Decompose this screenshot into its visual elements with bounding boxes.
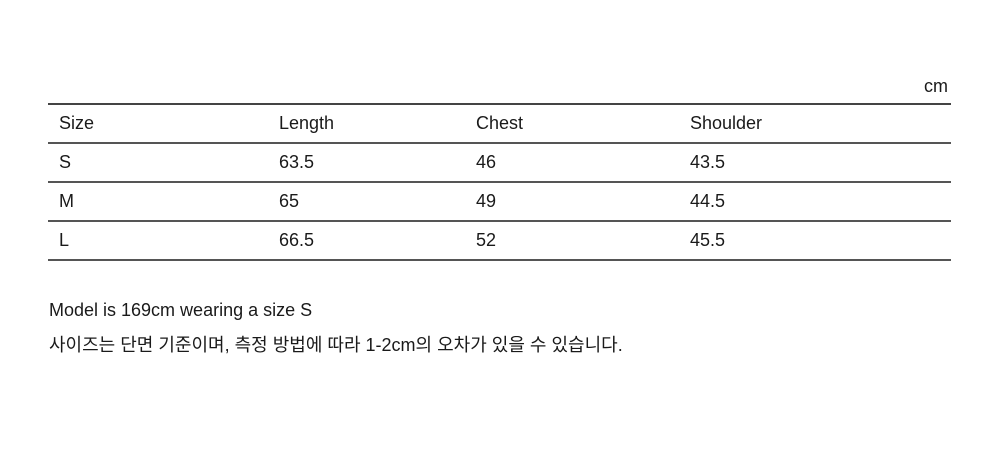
- cell-shoulder: 45.5: [690, 230, 726, 250]
- cell-size: S: [59, 152, 72, 172]
- table-header-row: Size Length Chest Shoulder: [48, 104, 951, 143]
- model-note: Model is 169cm wearing a size S: [49, 300, 313, 320]
- cell-chest: 46: [476, 152, 497, 172]
- cell-chest: 49: [476, 191, 497, 211]
- cell-size: L: [59, 230, 70, 250]
- table-row: S 63.5 46 43.5: [48, 143, 951, 182]
- header-shoulder: Shoulder: [690, 113, 763, 133]
- header-size: Size: [59, 113, 95, 133]
- table-row: M 65 49 44.5: [48, 182, 951, 221]
- measurement-disclaimer: 사이즈는 단면 기준이며, 측정 방법에 따라 1-2cm의 오차가 있을 수 …: [49, 335, 623, 355]
- cell-size: M: [59, 191, 74, 211]
- cell-shoulder: 43.5: [690, 152, 726, 172]
- cell-length: 66.5: [279, 230, 315, 250]
- size-table: Size Length Chest Shoulder S 63.5 46 43.…: [48, 103, 951, 261]
- cell-chest: 52: [476, 230, 497, 250]
- unit-label: cm: [924, 76, 948, 96]
- table-row: L 66.5 52 45.5: [48, 221, 951, 260]
- header-length: Length: [279, 113, 335, 133]
- cell-length: 65: [279, 191, 300, 211]
- cell-length: 63.5: [279, 152, 315, 172]
- header-chest: Chest: [476, 113, 524, 133]
- cell-shoulder: 44.5: [690, 191, 726, 211]
